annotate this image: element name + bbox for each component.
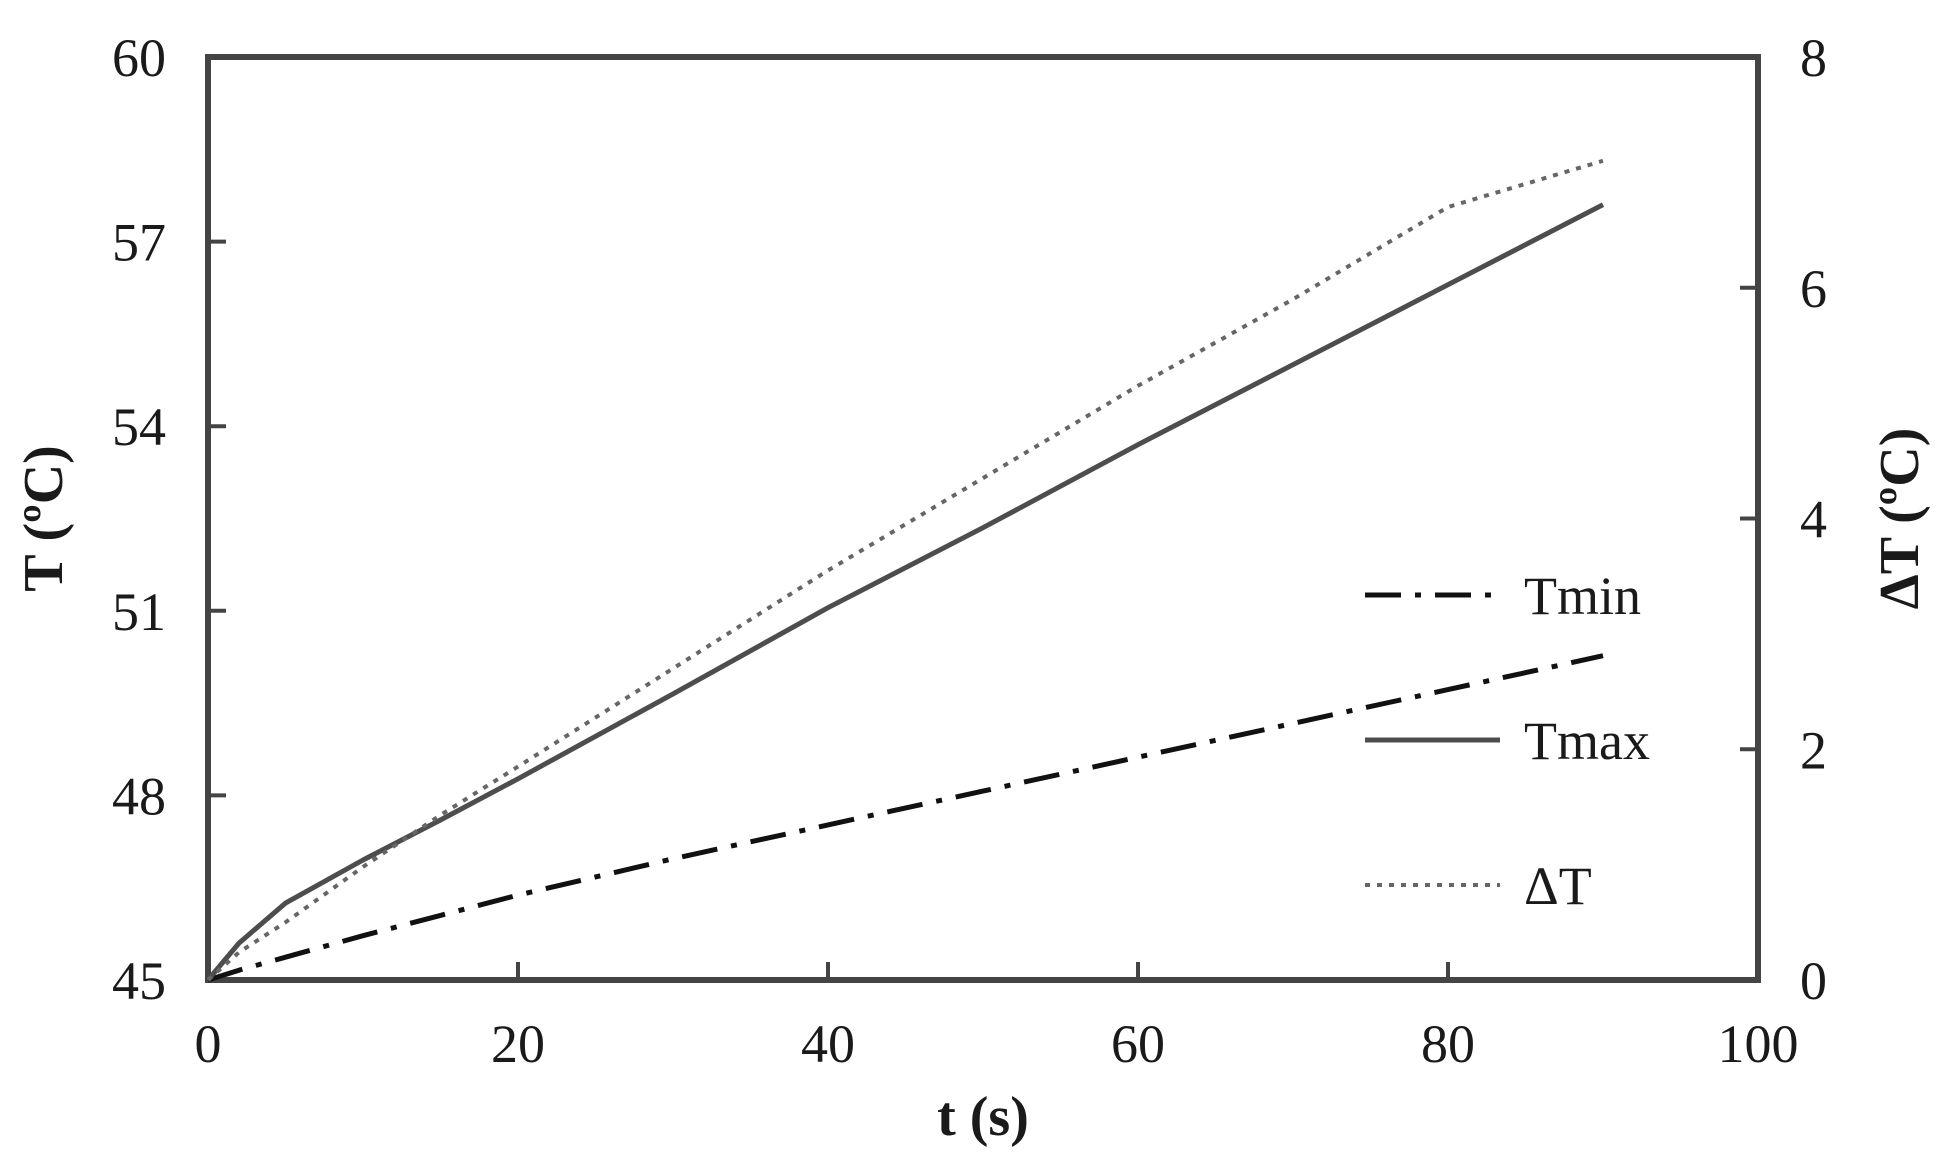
x-axis-title: t (s) xyxy=(937,1086,1029,1148)
y-axis-title: T (ºC) xyxy=(13,445,75,592)
y2-tick-label: 0 xyxy=(1800,951,1827,1011)
y-tick-label: 54 xyxy=(112,397,166,457)
y-axis-ticks: 45 48 51 54 57 60 xyxy=(112,28,226,1011)
series-layer xyxy=(206,158,1605,983)
legend-label-1: Tmin xyxy=(1524,566,1641,626)
y2-tick-label: 2 xyxy=(1800,720,1827,780)
series-line-1 xyxy=(207,653,1604,983)
y2-tick-label: 6 xyxy=(1800,259,1827,319)
y2-tick-label: 4 xyxy=(1800,490,1827,550)
x-tick-label: 0 xyxy=(195,1014,222,1074)
y-tick-label: 45 xyxy=(112,951,166,1011)
y-tick-label: 60 xyxy=(112,28,166,88)
y-tick-label: 51 xyxy=(112,582,166,642)
plot-frame xyxy=(205,54,1761,983)
y-tick-label: 57 xyxy=(112,213,166,273)
y2-axis-ticks: 0 2 4 6 8 xyxy=(1740,28,1827,1011)
series-line-3 xyxy=(206,158,1604,982)
x-axis-ticks: 0 20 40 60 80 100 xyxy=(195,962,1799,1074)
x-tick-label: 40 xyxy=(801,1014,855,1074)
legend: Tmin Tmax ΔT xyxy=(1365,566,1650,916)
y2-axis-title: ΔT (ºC) xyxy=(1869,428,1931,610)
y2-tick-label: 8 xyxy=(1800,28,1827,88)
legend-label-2: Tmax xyxy=(1524,711,1650,771)
x-tick-label: 20 xyxy=(491,1014,545,1074)
x-tick-label: 80 xyxy=(1421,1014,1475,1074)
y-tick-label: 48 xyxy=(112,766,166,826)
legend-label-3: ΔT xyxy=(1524,856,1592,916)
x-tick-label: 100 xyxy=(1718,1014,1799,1074)
series-line-2 xyxy=(206,202,1605,982)
x-tick-label: 60 xyxy=(1111,1014,1165,1074)
